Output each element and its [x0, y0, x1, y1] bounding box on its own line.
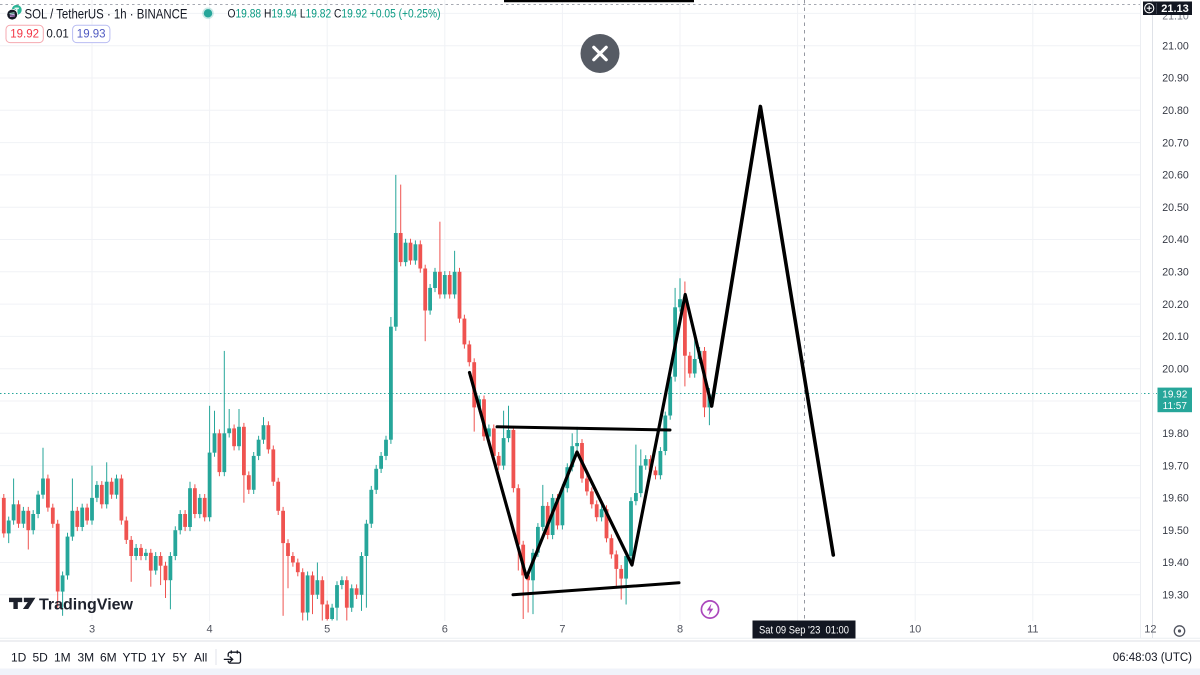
svg-text:06:48:03 (UTC): 06:48:03 (UTC): [1113, 652, 1192, 664]
svg-text:Sat 09 Sep '23 01:00: Sat 09 Sep '23 01:00: [759, 625, 849, 637]
svg-text:19.70: 19.70: [1162, 460, 1189, 472]
svg-text:19.50: 19.50: [1162, 525, 1189, 537]
svg-text:20.90: 20.90: [1162, 73, 1189, 85]
svg-text:4: 4: [207, 624, 213, 636]
svg-text:1D: 1D: [11, 651, 27, 665]
svg-text:O19.88 H19.94 L19.82 C19.92 +0: O19.88 H19.94 L19.82 C19.92 +0.05 (+0.25…: [228, 8, 441, 20]
svg-text:19.92: 19.92: [1162, 389, 1187, 400]
svg-text:3: 3: [89, 624, 95, 636]
svg-text:All: All: [194, 651, 207, 665]
svg-text:6M: 6M: [100, 651, 117, 665]
svg-text:20.00: 20.00: [1162, 363, 1189, 375]
svg-text:5D: 5D: [33, 651, 49, 665]
svg-text:20.30: 20.30: [1162, 267, 1189, 279]
svg-text:20.10: 20.10: [1162, 331, 1189, 343]
svg-text:6: 6: [442, 624, 448, 636]
svg-text:21.00: 21.00: [1162, 40, 1189, 52]
svg-text:TradingView: TradingView: [39, 596, 134, 613]
svg-text:7: 7: [559, 624, 565, 636]
svg-text:19.30: 19.30: [1162, 590, 1189, 602]
svg-text:19.60: 19.60: [1162, 493, 1189, 505]
svg-text:20.80: 20.80: [1162, 105, 1189, 117]
svg-text:5: 5: [324, 624, 330, 636]
svg-text:19.93: 19.93: [77, 29, 106, 41]
svg-text:10: 10: [909, 624, 921, 636]
svg-text:YTD: YTD: [123, 651, 147, 665]
svg-text:19.92: 19.92: [10, 29, 39, 41]
svg-text:0.01: 0.01: [46, 29, 68, 41]
svg-text:8: 8: [677, 624, 683, 636]
svg-text:20.70: 20.70: [1162, 137, 1189, 149]
svg-text:20.40: 20.40: [1162, 234, 1189, 246]
svg-text:3M: 3M: [78, 651, 95, 665]
svg-text:12: 12: [1144, 624, 1156, 636]
svg-text:20.60: 20.60: [1162, 170, 1189, 182]
svg-text:11:57: 11:57: [1163, 401, 1188, 412]
svg-text:20.50: 20.50: [1162, 202, 1189, 214]
svg-text:1Y: 1Y: [151, 651, 166, 665]
svg-text:11: 11: [1027, 624, 1038, 636]
svg-text:19.80: 19.80: [1162, 428, 1189, 440]
svg-text:1M: 1M: [54, 651, 71, 665]
svg-text:SOL / TetherUS · 1h · BINANCE: SOL / TetherUS · 1h · BINANCE: [25, 5, 188, 21]
svg-text:20.20: 20.20: [1162, 299, 1189, 311]
svg-text:19.40: 19.40: [1162, 557, 1189, 569]
svg-text:5Y: 5Y: [173, 651, 188, 665]
svg-text:21.13: 21.13: [1161, 3, 1189, 15]
